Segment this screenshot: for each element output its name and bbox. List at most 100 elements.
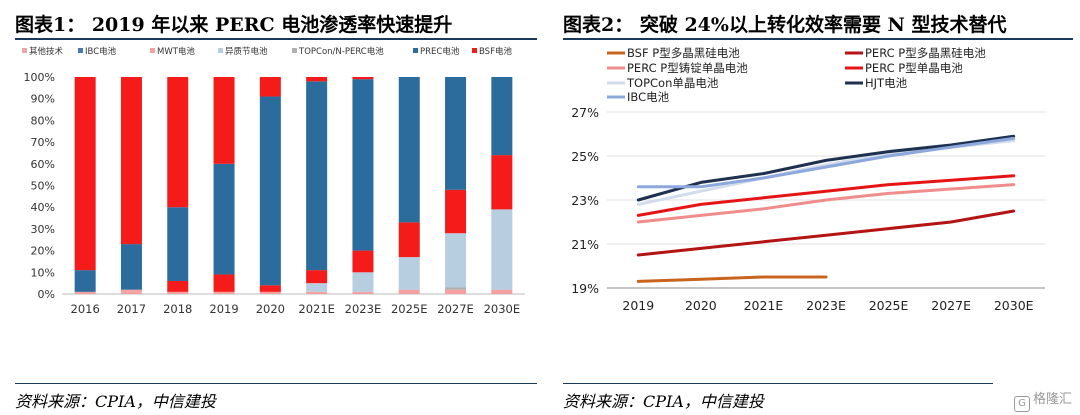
x-tick-label: 2020 — [685, 298, 717, 313]
y-tick-label: 40% — [31, 201, 55, 214]
watermark-text: 格隆汇 — [1032, 392, 1072, 407]
bar-segment — [306, 81, 328, 271]
figure2-title-rule — [563, 38, 1073, 40]
bar-segment — [213, 291, 235, 294]
bar-segment — [120, 289, 142, 292]
series-line — [636, 134, 1016, 202]
legend-swatch — [22, 48, 27, 53]
x-tick-label: 2017 — [117, 302, 146, 316]
legend-label: BSF P型多晶黑硅电池 — [627, 46, 740, 60]
y-tick-label: 80% — [31, 114, 55, 127]
y-tick-label: 0% — [38, 288, 55, 301]
bar-segment — [213, 77, 235, 164]
series-line — [636, 183, 1016, 224]
legend-label: 其他技术 — [29, 46, 64, 57]
bar-segment — [445, 233, 467, 288]
x-tick-label: 2019 — [622, 298, 654, 313]
figure1-panel: 图表1： 2019 年以来 PERC 电池渗透率快速提升 其他技术 IBC电池 MW… — [15, 14, 537, 411]
x-tick-label: 2030E — [484, 302, 521, 316]
series-line — [636, 174, 1016, 217]
legend-label: PERC P型单晶电池 — [865, 61, 963, 75]
legend-swatch — [78, 48, 83, 53]
legend-label: PREC电池 — [420, 46, 460, 57]
bar-segment — [398, 257, 420, 290]
figure2-source: 资料来源：CPIA，中信建投 — [563, 392, 764, 411]
legend-swatch — [472, 48, 477, 53]
figure1-source: 资料来源：CPIA，中信建投 — [15, 392, 216, 411]
legend-label: HJT电池 — [865, 76, 908, 90]
x-tick-label: 2027E — [437, 302, 474, 316]
x-tick-label: 2027E — [931, 298, 971, 313]
bar-segment — [213, 163, 235, 275]
bar-segment — [445, 289, 467, 294]
y-tick-label: 70% — [31, 136, 55, 149]
y-tick-label: 10% — [31, 266, 55, 279]
bar-segment — [352, 291, 374, 294]
bar-segment — [167, 207, 189, 281]
bar-segment — [352, 79, 374, 251]
x-tick-label: 2030E — [994, 298, 1034, 313]
x-tick-label: 2016 — [71, 302, 100, 316]
y-tick-label: 21% — [571, 237, 599, 252]
bar-segment — [491, 155, 513, 210]
series-line — [636, 275, 828, 283]
bar-segment — [306, 270, 328, 284]
x-tick-label: 2025E — [869, 298, 909, 313]
bar-segment — [491, 289, 513, 294]
bar-segment — [167, 280, 189, 292]
bar-segment — [120, 244, 142, 290]
bar-segment — [306, 77, 328, 82]
watermark: G 格隆汇 — [1013, 388, 1072, 412]
y-tick-label: 19% — [571, 281, 599, 296]
bar-segment — [259, 77, 281, 97]
bar-segment — [120, 291, 142, 294]
y-tick-label: 100% — [24, 71, 55, 84]
bar-segment — [120, 77, 142, 245]
y-tick-label: 60% — [31, 158, 55, 171]
figure2-title: 图表2： 突破 24%以上转化效率需要 N 型技术替代 — [563, 14, 1007, 36]
legend-swatch — [218, 48, 223, 53]
legend-label: PERC P型多晶黑硅电池 — [865, 46, 986, 60]
bar-segment — [445, 287, 467, 290]
figure2-source-rule — [563, 383, 993, 384]
bar-segment — [167, 291, 189, 294]
y-tick-label: 50% — [31, 180, 55, 193]
series-line — [636, 209, 1016, 257]
x-tick-label: 2018 — [163, 302, 192, 316]
figure1-title-rule — [15, 38, 537, 40]
legend-label: BSF电池 — [479, 46, 512, 57]
bar-segment — [259, 285, 281, 292]
legend-label: TOPCon/N-PERC电池 — [298, 46, 384, 57]
bar-segment — [306, 291, 328, 294]
figure2-panel: 图表2： 突破 24%以上转化效率需要 N 型技术替代 BSF P型多晶黑硅电池… — [545, 0, 1080, 415]
legend-label: MWT电池 — [157, 46, 195, 57]
bar-segment — [491, 209, 513, 290]
y-tick-label: 20% — [31, 245, 55, 258]
x-tick-label: 2023E — [345, 302, 382, 316]
bar-segment — [352, 272, 374, 292]
figure2-line-chart: BSF P型多晶黑硅电池 PERC P型多晶黑硅电池 PERC P型铸锭单晶电池 PE… — [571, 46, 1045, 313]
y-tick-label: 30% — [31, 223, 55, 236]
bar-segment — [398, 77, 420, 223]
legend-label: IBC电池 — [85, 46, 117, 57]
bar-segment — [167, 77, 189, 208]
legend-swatch — [150, 48, 155, 53]
bar-segment — [259, 96, 281, 286]
x-tick-label: 2023E — [806, 298, 846, 313]
legend-label: 异质节电池 — [225, 46, 268, 57]
legend-label: TOPCon单晶电池 — [626, 76, 719, 90]
bar-segment — [74, 291, 96, 294]
bar-segment — [74, 77, 96, 271]
legend-label: PERC P型铸锭单晶电池 — [627, 61, 748, 75]
legend-label: IBC电池 — [627, 90, 670, 104]
figure1-title: 图表1： 2019 年以来 PERC 电池渗透率快速提升 — [15, 14, 453, 36]
y-tick-label: 90% — [31, 93, 55, 106]
legend-swatch — [292, 48, 297, 53]
bar-segment — [213, 274, 235, 292]
bar-segment — [398, 289, 420, 294]
x-tick-label: 2025E — [391, 302, 428, 316]
bar-segment — [491, 77, 513, 156]
x-tick-label: 2021E — [298, 302, 335, 316]
legend-swatch — [413, 48, 418, 53]
y-tick-label: 27% — [571, 105, 599, 120]
